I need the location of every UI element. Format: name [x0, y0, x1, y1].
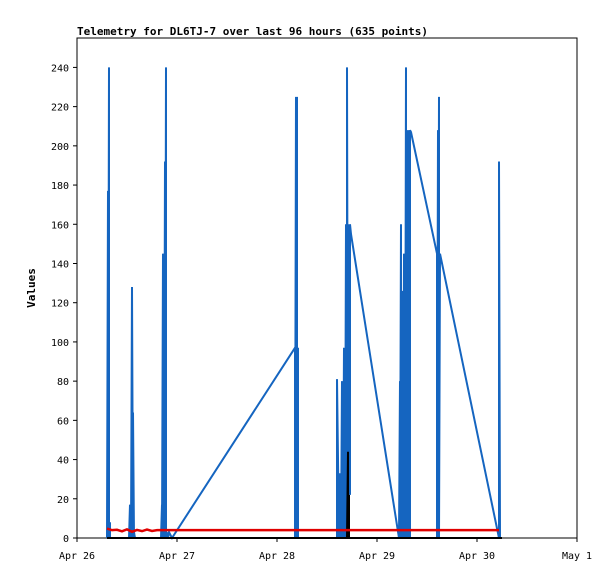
y-axis-label: Values [25, 268, 38, 308]
series-layer [106, 67, 502, 540]
series-line-1 [107, 451, 502, 539]
y-tick-label: 160 [51, 220, 69, 231]
chart-title: Telemetry for DL6TJ-7 over last 96 hours… [77, 25, 428, 38]
y-axis-label-group: Values [25, 268, 38, 308]
plot-area [76, 37, 578, 539]
x-tick-label: Apr 30 [459, 551, 495, 562]
x-tick-label: Apr 26 [59, 551, 95, 562]
y-tick-label: 20 [57, 495, 69, 506]
y-tick-label: 80 [57, 377, 69, 388]
y-tick-label: 40 [57, 456, 69, 467]
x-tick-label: May 1 [562, 551, 592, 562]
series-line-0 [106, 67, 501, 540]
y-tick-label: 100 [51, 338, 69, 349]
y-tick-label: 140 [51, 259, 69, 270]
y-tick-label: 0 [63, 534, 69, 545]
y-tick-label: 120 [51, 299, 69, 310]
y-tick-label: 60 [57, 416, 69, 427]
y-tick-label: 240 [51, 63, 69, 74]
y-tick-label: 200 [51, 142, 69, 153]
x-axis: Apr 26 Apr 27 Apr 28 Apr 29 Apr 30 May 1 [59, 538, 592, 562]
series-line-2 [106, 527, 499, 534]
y-tick-label: 180 [51, 181, 69, 192]
y-tick-label: 220 [51, 103, 69, 114]
x-tick-label: Apr 28 [259, 551, 295, 562]
y-axis: 0 20 40 60 80 100 120 140 160 180 200 220 240 [51, 63, 77, 545]
x-tick-label: Apr 29 [359, 551, 395, 562]
x-tick-label: Apr 27 [159, 551, 195, 562]
